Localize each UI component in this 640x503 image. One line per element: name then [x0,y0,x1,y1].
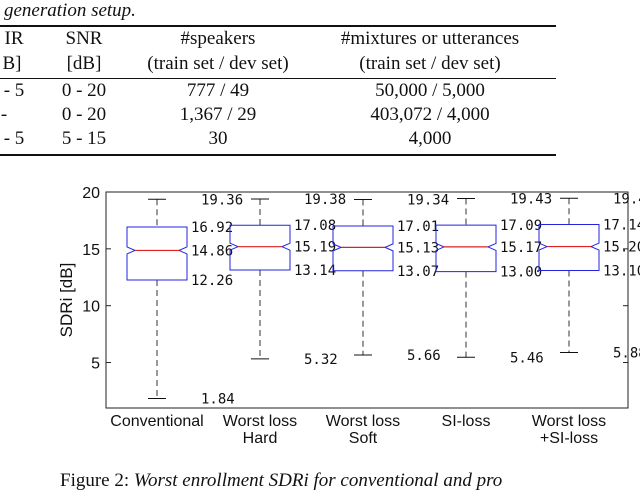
y-tick-label: 5 [91,356,100,373]
table-header-cell: SNR [65,28,103,49]
plot-frame [105,191,629,409]
table-header-cell: IR [4,28,24,49]
table-cell: 5 - 15 [61,128,107,149]
label-whisker-low: 1.84 [201,391,235,407]
label-whisker-low: 5.66 [407,348,441,364]
table-header-cell: #speakers [180,28,256,49]
category-label: Conventional [110,413,203,430]
label-q3: 17.09 [500,218,542,234]
category-label: SI-loss [442,413,491,430]
label-q3: 17.01 [397,219,439,235]
table-cell: 50,000 / 5,000 [375,80,485,101]
table-header-cell: [dB] [66,53,102,74]
figure-caption: Figure 2: Worst enrollment SDRi for conv… [60,470,502,492]
label-q1: 12.26 [191,273,233,289]
table-fragment: generation setup. IR SNR #speakers #mixt… [0,0,640,180]
label-q1: 13.10 [603,263,640,279]
table-cell: 1,367 / 29 [179,104,257,125]
label-q3: 17.08 [294,218,336,234]
box [229,224,291,271]
table-cell: 0 - 20 [61,80,107,101]
category-label: Worst loss [223,413,297,430]
label-whisker-low: 5.88 [613,346,640,362]
y-axis-label: SDRi [dB] [57,263,76,338]
table-bottom-rule [0,154,556,156]
label-median: 14.86 [191,243,233,259]
category-label: Soft [349,430,378,447]
label-q1: 13.07 [397,264,439,280]
category-label: Worst loss [532,413,606,430]
table-cell: - 5 [3,128,25,149]
box [126,226,188,281]
label-q1: 13.14 [294,263,336,279]
table-header-cell: (train set / dev set) [147,53,289,74]
label-median: 15.20 [603,240,640,256]
table-top-rule [0,25,556,27]
boxplot-chart: 5 10 15 20 SDRi [dB] 19.36 16.92 14.86 12.26 1.84… [57,185,640,447]
box [435,224,497,273]
table-cell: 30 [208,128,228,149]
category-label: Worst loss [326,413,400,430]
table-cell: 4,000 [408,128,452,149]
label-q3: 16.92 [191,220,233,236]
figure-caption-prefix: Figure 2: [60,470,130,491]
box [538,224,600,271]
label-whisker-low: 5.32 [304,352,338,368]
table-header-cell: (train set / dev set) [359,53,501,74]
label-whisker-high: 19.34 [407,193,449,209]
table-cell: 403,072 / 4,000 [370,104,490,125]
y-tick-label: 20 [82,185,100,202]
label-q3: 17.14 [603,218,640,234]
label-median: 15.13 [397,240,439,256]
table-cell: 777 / 49 [186,80,250,101]
table-mid-rule [0,78,556,79]
label-whisker-high: 19.36 [201,192,243,208]
y-tick-label: 15 [82,242,100,259]
label-whisker-low: 5.46 [510,350,544,366]
category-label: +SI-loss [540,430,598,447]
table-caption-fragment: generation setup. [4,0,136,21]
label-median: 15.19 [294,240,336,256]
label-q1: 13.00 [500,265,542,281]
label-whisker-high: 19.38 [304,192,346,208]
label-median: 15.17 [500,240,542,256]
label-whisker-high: 19.43 [510,191,552,207]
box [332,225,394,272]
y-tick-label: 10 [82,299,100,316]
category-label: Hard [243,430,278,447]
label-whisker-high: 19.45 [613,191,640,207]
table-cell: - 5 [3,80,25,101]
table-header-cell: B] [2,53,22,74]
table-cell: 0 - 20 [61,104,107,125]
table-cell: - [0,104,8,125]
figure-caption-text: Worst enrollment SDRi for conventional a… [133,470,503,491]
table-header-cell: #mixtures or utterances [340,28,520,49]
